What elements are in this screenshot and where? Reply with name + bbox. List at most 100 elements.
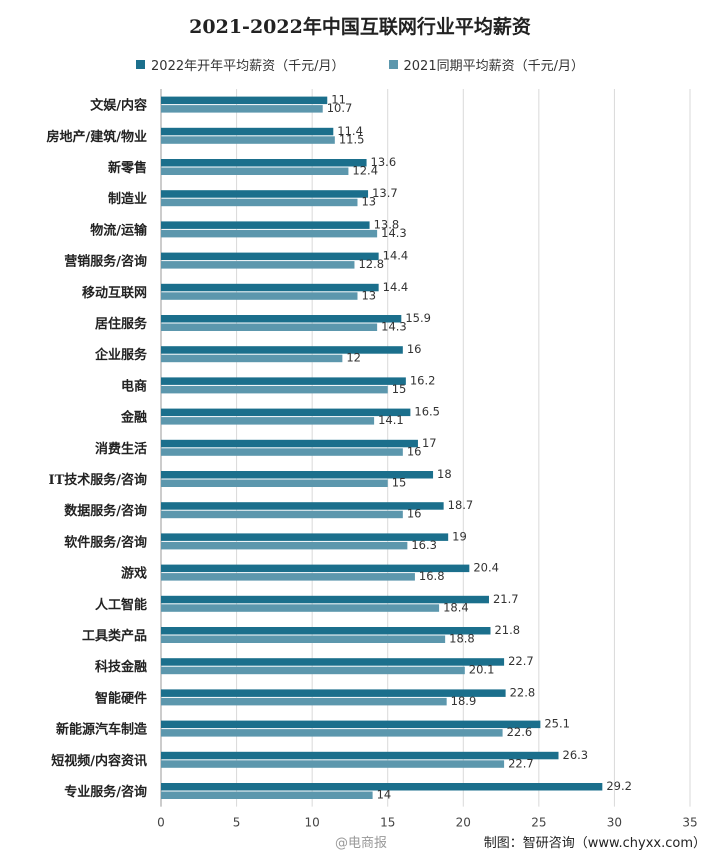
bar-2021 [161,261,355,269]
category-label: 游戏 [121,566,147,582]
bar-2022 [161,159,367,167]
x-tick-label: 35 [682,816,697,830]
data-label-2022: 11.4 [337,124,363,138]
category-label: 物流/运输 [90,222,148,238]
bar-2021 [161,697,447,706]
data-label-2021: 22.6 [507,725,533,739]
data-label-2021: 12 [346,351,361,365]
category-label: 企业服务 [94,347,148,363]
bar-2021 [161,105,323,113]
data-label-2021: 15 [392,382,407,396]
data-label-2021: 18.8 [449,632,475,646]
data-label-2021: 14 [377,788,392,802]
bar-2021 [161,573,415,581]
category-label: 营销服务/咨询 [64,254,147,270]
data-label-2021: 14.1 [378,413,404,427]
legend-item-2022: 2022年开年平均薪资（千元/月） [136,55,345,74]
bar-2021 [161,604,440,612]
data-label-2022: 21.7 [493,592,519,606]
data-label-2022: 14.4 [383,249,409,263]
category-label: 金融 [120,410,147,426]
category-label: 居住服务 [95,316,148,332]
category-label: 智能硬件 [95,690,147,706]
data-label-2021: 22.7 [508,756,534,770]
data-label-2021: 18.4 [443,600,469,614]
bar-2022 [161,439,418,448]
category-label: 文娱/内容 [90,98,147,114]
category-label: 电商 [121,378,147,394]
data-label-2022: 21.8 [494,623,520,637]
data-label-2022: 25.1 [544,717,570,731]
legend-label-2021: 2021同期平均薪资（千元/月） [403,59,584,74]
category-label: 数据服务/咨询 [64,503,147,519]
data-label-2022: 13.8 [374,217,400,231]
data-label-2022: 14.4 [383,280,409,294]
category-label: IT技术服务/咨询 [48,472,147,488]
data-label-2022: 16 [407,342,422,356]
data-label-2021: 20.1 [469,663,495,677]
bar-2021 [161,479,388,487]
bar-2021 [161,448,403,456]
bar-2021 [161,323,378,331]
data-label-2021: 16 [407,444,422,458]
x-tick-label: 25 [531,816,546,830]
x-tick-label: 5 [233,816,241,830]
data-label-2021: 13 [361,195,376,209]
data-label-2021: 12.4 [352,164,378,178]
data-label-2021: 15 [392,476,407,490]
data-label-2021: 16 [407,507,422,521]
category-label: 新零售 [108,160,147,176]
data-label-2022: 19 [452,529,467,543]
bar-2022 [161,595,489,604]
legend: 2022年开年平均薪资（千元/月） 2021同期平均薪资（千元/月） [0,55,720,74]
category-label: 人工智能 [95,597,147,613]
legend-swatch-2022 [136,60,146,69]
x-tick-label: 20 [456,816,471,830]
data-label-2021: 12.8 [358,257,384,271]
bar-2021 [161,541,408,550]
bar-2021 [161,760,505,768]
bar-2022 [161,252,379,261]
bar-2022 [161,346,403,354]
bar-2021 [161,167,349,175]
bar-2021 [161,198,358,207]
data-label-2021: 10.7 [327,101,353,115]
category-label: 消费生活 [95,441,147,457]
data-label-2022: 29.2 [606,779,632,793]
bar-2022 [161,502,444,510]
data-label-2021: 11.5 [339,132,365,146]
bar-2022 [161,408,411,417]
data-label-2022: 15.9 [405,311,431,325]
bar-2021 [161,666,465,675]
legend-swatch-2021 [388,60,398,69]
bar-2022 [161,658,505,666]
watermark-text: @电商报 [335,836,388,851]
data-label-2021: 18.9 [451,694,477,708]
category-label: 房地产/建筑/物业 [47,129,148,145]
category-label: 工具类产品 [82,628,147,644]
bar-2021 [161,791,373,799]
bar-2022 [161,221,370,229]
x-tick-label: 15 [380,816,395,830]
data-label-2022: 22.7 [508,654,534,668]
data-label-2021: 13 [361,288,376,302]
bar-2022 [161,471,434,479]
bar-2022 [161,190,369,198]
bar-2022 [161,564,470,573]
data-label-2022: 13.7 [372,186,398,200]
bar-2021 [161,136,335,144]
bar-2022 [161,783,603,791]
legend-label-2022: 2022年开年平均薪资（千元/月） [151,59,345,74]
category-label: 专业服务/咨询 [64,784,147,800]
data-label-2021: 14.3 [381,320,407,334]
bar-2022 [161,627,491,635]
data-label-2021: 16.3 [411,538,437,552]
bar-2021 [161,729,503,737]
data-label-2021: 16.8 [419,569,445,583]
bar-2022 [161,377,406,385]
data-label-2022: 18 [437,467,452,481]
bar-2021 [161,417,375,425]
bar-2022 [161,751,559,760]
bar-2021 [161,635,446,643]
